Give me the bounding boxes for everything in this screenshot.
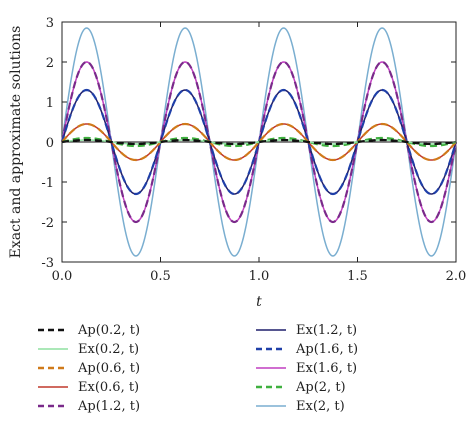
x-tick-label: 1.0 xyxy=(249,269,270,284)
series-layer xyxy=(60,27,458,257)
legend: Ap(0.2, t) Ex(0.2, t) Ap(0.6, t) Ex(0.6, t)… xyxy=(38,323,358,414)
legend-label: Ap(2, t) xyxy=(295,380,346,395)
x-axis-title: t xyxy=(256,294,262,310)
x-tick-label: 1.5 xyxy=(347,269,368,284)
y-axis-title: Exact and approximate solutions xyxy=(8,26,24,259)
y-tick-label: -1 xyxy=(41,176,54,191)
legend-label: Ap(0.6, t) xyxy=(77,361,140,376)
legend-label: Ap(0.2, t) xyxy=(77,323,140,338)
legend-label: Ex(0.6, t) xyxy=(78,380,139,395)
y-tick-label: 0 xyxy=(46,136,54,151)
legend-label: Ex(1.6, t) xyxy=(296,361,357,376)
legend-label: Ap(1.6, t) xyxy=(295,342,358,357)
x-tick-label: 0.5 xyxy=(150,269,171,284)
y-tick-label: 2 xyxy=(46,56,54,71)
legend-label: Ex(2, t) xyxy=(296,399,345,414)
ticks-layer: 0.0 0.5 1.0 1.5 2.0 -3 -2 -1 0 1 2 3 xyxy=(41,16,466,284)
y-tick-label: 1 xyxy=(46,96,54,111)
y-tick-label: 3 xyxy=(46,16,54,31)
y-tick-label: -3 xyxy=(41,256,54,271)
legend-label: Ap(1.2, t) xyxy=(77,399,140,414)
x-tick-label: 2.0 xyxy=(446,269,467,284)
legend-label: Ex(0.2, t) xyxy=(78,342,139,357)
x-tick-label: 0.0 xyxy=(52,269,73,284)
y-tick-label: -2 xyxy=(41,216,54,231)
legend-label: Ex(1.2, t) xyxy=(296,323,357,338)
series-line-1 xyxy=(61,139,457,145)
